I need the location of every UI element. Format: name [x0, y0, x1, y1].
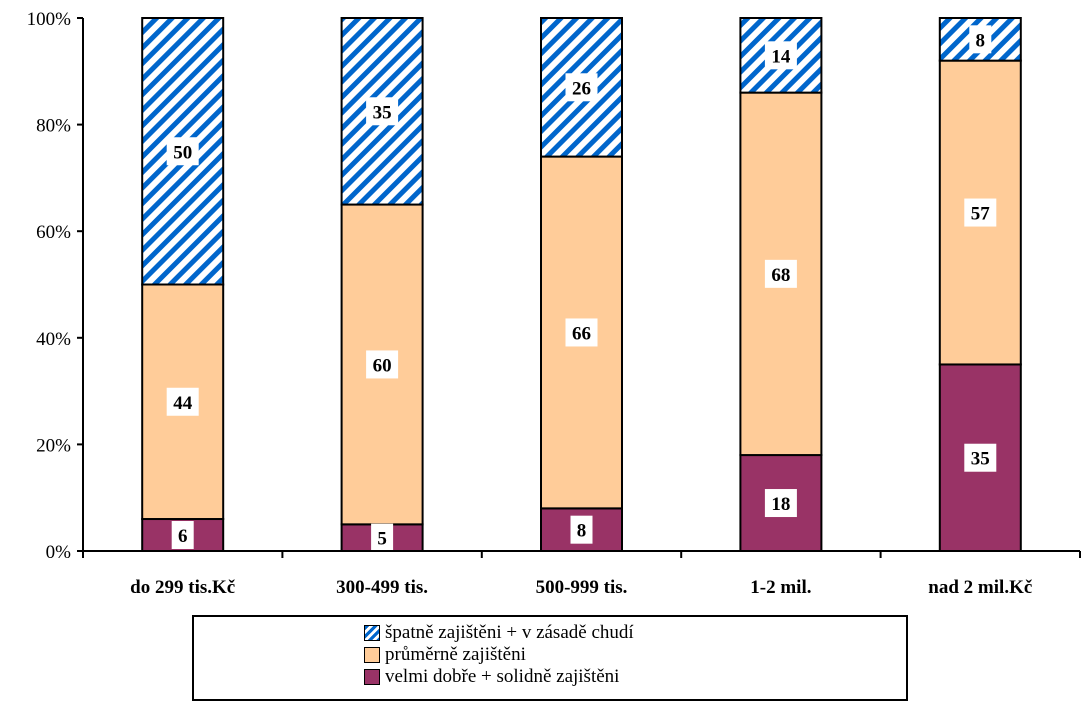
data-label-bg-2-series-1 [371, 523, 394, 552]
legend-item-wealthy: velmi dobře + solidně zajištěni [364, 666, 906, 688]
data-label-bg-3-series-2 [565, 318, 598, 347]
data-label-2-series-2: 60 [373, 355, 392, 376]
data-label-4-series-3: 14 [771, 46, 791, 67]
data-label-3-series-3: 26 [572, 78, 591, 99]
legend-swatch-wealthy [364, 669, 380, 685]
data-label-bg-1-series-1 [171, 521, 194, 550]
x-category-label-1: do 299 tis.Kč [130, 577, 235, 598]
data-label-bg-2-series-3 [366, 97, 399, 126]
legend: špatně zajištěni + v zásadě chudí průměr… [192, 615, 908, 701]
legend-label-wealthy: velmi dobře + solidně zajištěni [385, 666, 620, 687]
data-label-2-series-3: 35 [373, 102, 392, 123]
stacked-bar-chart: 644505603586626186814355780%20%40%60%80%… [27, 9, 1081, 598]
data-label-bg-2-series-2 [366, 350, 399, 379]
data-label-bg-5-series-2 [964, 198, 997, 227]
data-label-bg-3-series-1 [570, 515, 593, 544]
data-label-bg-4-series-1 [764, 489, 797, 518]
data-label-3-series-1: 8 [577, 521, 587, 542]
y-tick-label-1: 20% [36, 435, 71, 456]
y-tick-label-5: 100% [27, 9, 72, 30]
data-label-bg-4-series-2 [764, 259, 797, 288]
data-label-5-series-3: 8 [976, 30, 986, 51]
legend-label-poor: špatně zajištěni + v zásadě chudí [385, 622, 634, 643]
y-tick-label-4: 80% [36, 116, 71, 137]
legend-swatch-average [364, 647, 380, 663]
data-label-bg-3-series-3 [565, 73, 598, 102]
legend-label-average: průměrně zajištěni [385, 644, 526, 665]
x-category-label-3: 500-999 tis. [536, 577, 628, 598]
x-category-label-5: nad 2 mil.Kč [928, 577, 1032, 598]
legend-item-poor: špatně zajištěni + v zásadě chudí [364, 622, 906, 644]
y-tick-label-2: 40% [36, 329, 71, 350]
data-label-4-series-2: 68 [771, 265, 790, 286]
plot-area: 644505603586626186814355780%20%40%60%80%… [27, 9, 1081, 598]
bar-segment-3-series-2 [540, 155, 623, 510]
x-category-label-4: 1-2 mil. [750, 577, 811, 598]
y-tick-label-0: 0% [46, 542, 72, 563]
data-label-5-series-1: 35 [971, 449, 990, 470]
legend-swatch-poor [364, 625, 380, 641]
data-label-bg-1-series-3 [166, 137, 199, 166]
legend-item-average: průměrně zajištěni [364, 644, 906, 666]
data-label-3-series-2: 66 [572, 323, 591, 344]
data-label-1-series-3: 50 [173, 142, 192, 163]
data-label-1-series-1: 6 [178, 526, 188, 547]
x-category-label-2: 300-499 tis. [336, 577, 428, 598]
data-label-bg-5-series-3 [969, 25, 992, 54]
data-label-4-series-1: 18 [771, 494, 790, 515]
data-label-bg-1-series-2 [166, 387, 199, 416]
bar-segment-5-series-3 [938, 17, 1022, 62]
data-label-bg-5-series-1 [964, 443, 997, 472]
data-label-5-series-2: 57 [971, 204, 991, 225]
y-tick-label-3: 60% [36, 222, 71, 243]
data-label-2-series-1: 5 [377, 529, 387, 550]
data-label-bg-4-series-3 [764, 41, 797, 70]
data-label-1-series-2: 44 [173, 393, 193, 414]
